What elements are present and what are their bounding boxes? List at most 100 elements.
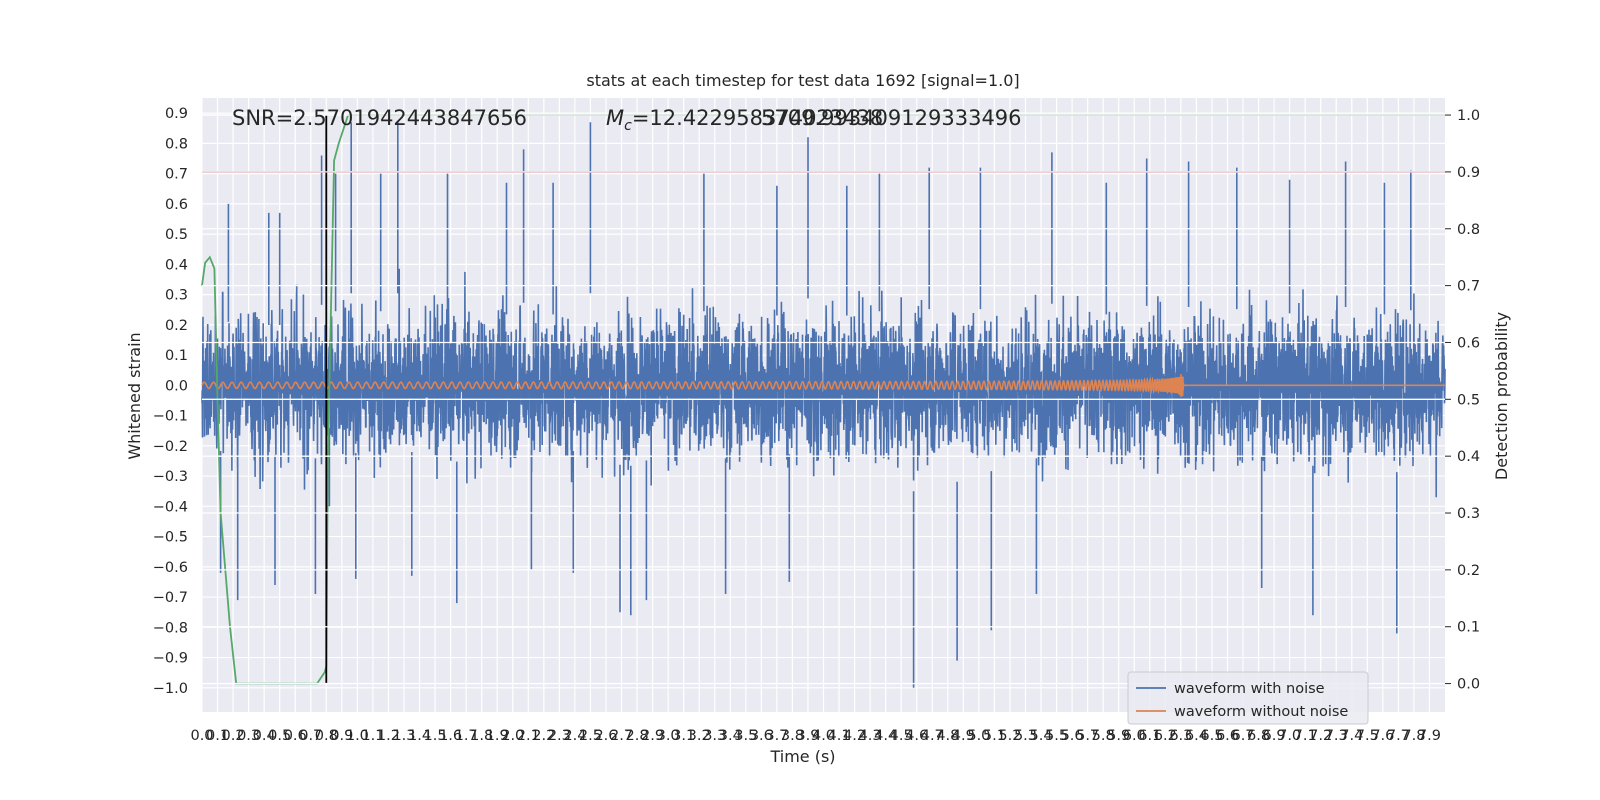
x-tick-label: 0.7 [299, 728, 322, 744]
snr-annotation: SNR=2.5701942443847656 [232, 106, 527, 130]
x-tick-label: 1.1 [361, 728, 384, 744]
x-tick-label: 3.0 [657, 728, 680, 744]
x-tick-label: 3.8 [781, 728, 804, 744]
x-tick-label: 6.1 [1138, 728, 1161, 744]
x-tick-label: 3.9 [796, 728, 819, 744]
x-tick-label: 3.4 [719, 728, 742, 744]
x-tick-label: 6.9 [1263, 728, 1286, 744]
x-tick-label: 1.2 [377, 728, 400, 744]
mc-overlap-annotation: 5709.993409129333496 [761, 106, 1022, 130]
y-right-tick-label: 0.6 [1457, 335, 1480, 351]
y-left-tick-label: −0.1 [153, 409, 188, 425]
x-tick-label: 7.5 [1356, 728, 1379, 744]
y-left-tick-label: 0.2 [165, 318, 188, 334]
y-axis-label-left: Whitened strain [125, 332, 144, 459]
y-left-tick-label: −0.7 [153, 590, 188, 606]
x-tick-label: 6.6 [1216, 728, 1239, 744]
y-left-tick-label: −0.3 [153, 469, 188, 485]
x-tick-label: 1.7 [455, 728, 478, 744]
x-tick-label: 3.7 [765, 728, 788, 744]
y-left-tick-label: 0.0 [165, 378, 188, 394]
y-right-tick-label: 0.7 [1457, 279, 1480, 295]
x-tick-label: 5.9 [1107, 728, 1130, 744]
x-tick-label: 2.2 [532, 728, 555, 744]
x-tick-label: 2.4 [563, 728, 586, 744]
legend-entry-label: waveform without noise [1174, 704, 1348, 720]
x-tick-label: 2.1 [517, 728, 540, 744]
x-tick-label: 0.4 [253, 728, 276, 744]
y-right-tick-label: 0.0 [1457, 677, 1480, 693]
x-tick-label: 1.4 [408, 728, 431, 744]
x-tick-label: 1.6 [439, 728, 462, 744]
x-tick-label: 6.4 [1185, 728, 1208, 744]
x-tick-label: 6.5 [1200, 728, 1223, 744]
y-left-tick-label: 0.9 [165, 106, 188, 122]
x-tick-label: 0.0 [190, 728, 213, 744]
legend-entry-label: waveform with noise [1174, 681, 1325, 697]
y-left-tick-label: 0.3 [165, 288, 188, 304]
x-tick-label: 4.5 [890, 728, 913, 744]
mc-value: =12.422958374023438 [632, 106, 883, 130]
x-tick-label: 0.1 [206, 728, 229, 744]
x-tick-label: 2.0 [501, 728, 524, 744]
x-tick-label: 6.7 [1231, 728, 1254, 744]
x-tick-label: 7.9 [1418, 728, 1441, 744]
mc-symbol: M [606, 106, 624, 130]
x-tick-label: 4.9 [952, 728, 975, 744]
y-right-tick-label: 0.3 [1457, 506, 1480, 522]
x-tick-label: 2.8 [626, 728, 649, 744]
x-tick-label: 5.6 [1061, 728, 1084, 744]
x-tick-label: 4.0 [812, 728, 835, 744]
x-tick-label: 7.6 [1371, 728, 1394, 744]
y-left-tick-label: 0.5 [165, 227, 188, 243]
x-tick-label: 1.5 [424, 728, 447, 744]
x-tick-label: 5.3 [1014, 728, 1037, 744]
x-tick-label: 5.4 [1029, 728, 1052, 744]
x-tick-label: 3.6 [750, 728, 773, 744]
x-tick-label: 7.4 [1340, 728, 1363, 744]
chart-title: stats at each timestep for test data 169… [586, 71, 1019, 90]
y-right-tick-label: 0.4 [1457, 449, 1480, 465]
y-right-tick-label: 0.9 [1457, 165, 1480, 181]
series-waveform-without-noise [201, 374, 1445, 398]
x-tick-label: 0.3 [237, 728, 260, 744]
x-tick-label: 7.2 [1309, 728, 1332, 744]
series-waveform-with-noise [201, 122, 1446, 688]
x-tick-label: 7.7 [1387, 728, 1410, 744]
x-tick-label: 2.9 [641, 728, 664, 744]
y-left-tick-label: 0.7 [165, 167, 188, 183]
x-tick-label: 3.1 [672, 728, 695, 744]
x-tick-label: 2.7 [610, 728, 633, 744]
y-right-tick-label: 0.8 [1457, 222, 1480, 238]
x-tick-label: 5.2 [998, 728, 1021, 744]
x-tick-label: 5.0 [967, 728, 990, 744]
x-tick-label: 5.5 [1045, 728, 1068, 744]
x-tick-label: 3.5 [734, 728, 757, 744]
x-tick-label: 4.1 [828, 728, 851, 744]
x-tick-label: 4.2 [843, 728, 866, 744]
y-right-tick-label: 0.5 [1457, 392, 1480, 408]
x-tick-label: 2.6 [594, 728, 617, 744]
x-tick-label: 7.8 [1402, 728, 1425, 744]
y-right-tick-label: 1.0 [1457, 108, 1480, 124]
x-tick-label: 4.4 [874, 728, 897, 744]
x-tick-label: 6.3 [1169, 728, 1192, 744]
x-tick-label: 0.8 [315, 728, 338, 744]
x-tick-label: 6.8 [1247, 728, 1270, 744]
x-tick-label: 0.6 [284, 728, 307, 744]
y-left-tick-label: −1.0 [153, 681, 188, 697]
x-tick-label: 2.3 [548, 728, 571, 744]
x-tick-label: 4.6 [905, 728, 928, 744]
x-tick-label: 7.1 [1294, 728, 1317, 744]
y-left-tick-label: −0.2 [153, 439, 188, 455]
x-tick-label: 4.8 [936, 728, 959, 744]
x-tick-label: 7.0 [1278, 728, 1301, 744]
x-tick-label: 5.7 [1076, 728, 1099, 744]
y-left-tick-label: −0.9 [153, 651, 188, 667]
x-tick-label: 0.5 [268, 728, 291, 744]
x-tick-label: 1.8 [470, 728, 493, 744]
x-tick-label: 4.3 [859, 728, 882, 744]
y-left-tick-label: −0.8 [153, 620, 188, 636]
